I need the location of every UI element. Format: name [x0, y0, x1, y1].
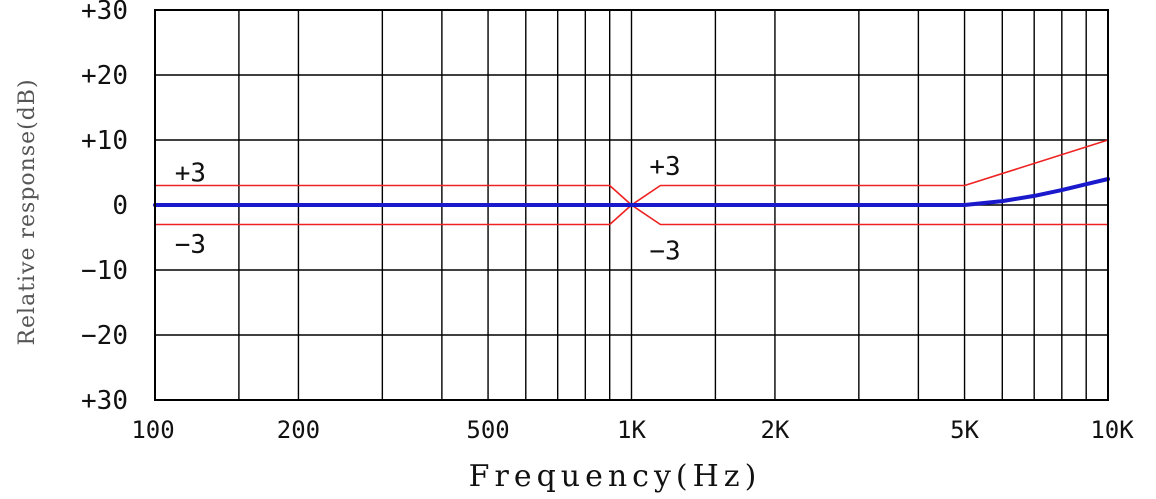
y-axis-title: Relative response(dB): [15, 78, 40, 345]
tolerance-label: +3: [175, 159, 206, 189]
y-tick-label: 0: [112, 191, 128, 221]
x-axis-title: Frequency(Hz): [469, 459, 762, 494]
x-tick-label: 2K: [760, 416, 789, 444]
x-tick-label: 1K: [617, 416, 646, 444]
x-tick-label: 200: [277, 416, 320, 444]
upper-tolerance-line: [154, 139, 1109, 206]
y-tick-labels: +30 +20 +10 0 −10 −20 +30: [81, 0, 128, 416]
x-tick-label: 500: [466, 416, 509, 444]
y-tick-label: −10: [81, 256, 128, 286]
tolerance-label: −3: [175, 230, 206, 260]
y-tick-label: +10: [81, 126, 128, 156]
y-tick-label: −20: [81, 321, 128, 351]
tolerance-label: +3: [649, 152, 680, 182]
x-tick-labels: 100 200 500 1K 2K 5K 10K: [131, 416, 1134, 444]
x-tick-label: 5K: [950, 416, 979, 444]
tolerance-label: −3: [649, 237, 680, 267]
x-tick-label: 10K: [1090, 416, 1134, 444]
y-tick-label: +20: [81, 61, 128, 91]
y-tick-label: +30: [81, 386, 128, 416]
y-tick-label: +30: [81, 0, 128, 26]
annotations: +3 −3 +3 −3: [175, 152, 681, 267]
x-tick-label: 100: [131, 416, 174, 444]
series-layer: [153, 139, 1110, 226]
plot-frame: [154, 9, 1109, 401]
response-curve: [153, 177, 1110, 207]
